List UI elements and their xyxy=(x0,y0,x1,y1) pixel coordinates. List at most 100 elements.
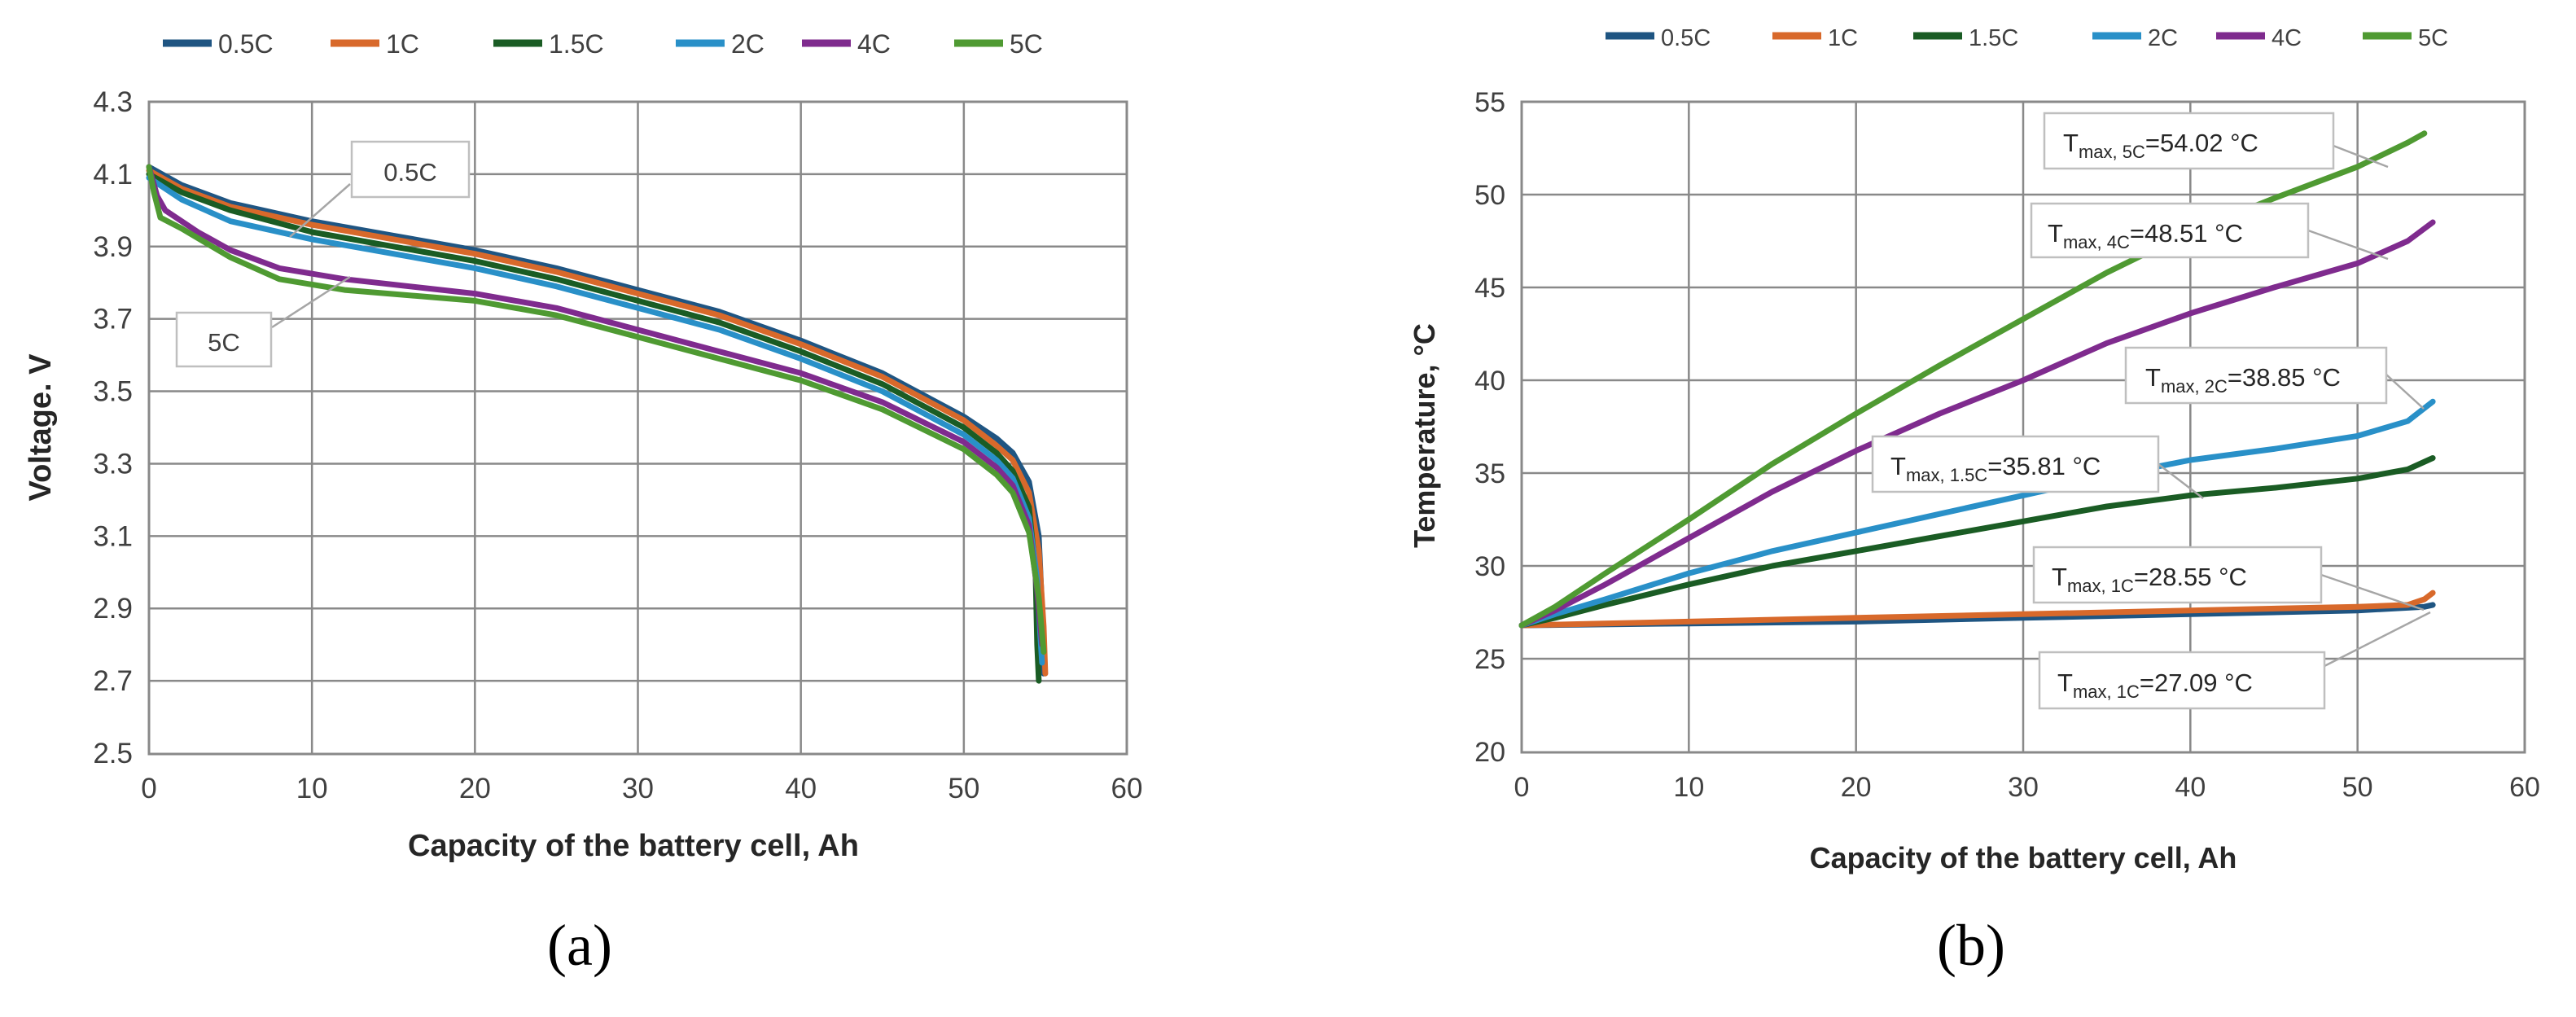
annotation-tmax-2c: Tmax, 2C=38.85 °C xyxy=(2145,363,2341,397)
legend-label: 1.5C xyxy=(549,29,604,59)
series-line-1c xyxy=(146,167,1049,677)
y-tick-label: 3.3 xyxy=(93,448,133,480)
y-tick-label: 3.9 xyxy=(93,231,133,263)
legend-item-1-5c: 1.5C xyxy=(1913,25,2018,51)
legend-label: 2C xyxy=(2148,25,2178,51)
x-tick-label: 60 xyxy=(2509,772,2540,803)
label-box-tmax-4c xyxy=(2030,202,2310,259)
panel-label-a: (a) xyxy=(547,913,612,978)
x-axis-label-a: Capacity of the battery cell, Ah xyxy=(408,829,859,863)
y-tick-label: 55 xyxy=(1474,87,1505,118)
x-axis-label-b: Capacity of the battery cell, Ah xyxy=(1810,841,2237,875)
legend-label: 4C xyxy=(857,29,891,59)
legend-label: 1C xyxy=(386,29,419,59)
x-tick-label: 50 xyxy=(948,773,979,804)
legend-label: 1.5C xyxy=(1969,25,2018,51)
grid-a xyxy=(149,102,1127,753)
ticks-b: 0 10 20 30 40 50 60 20 25 30 35 40 45 50 55 xyxy=(1474,87,2540,803)
x-tick-label: 10 xyxy=(296,773,328,804)
series-b xyxy=(1518,130,2436,629)
y-tick-label: 45 xyxy=(1474,273,1505,304)
label-box-tmax-1-5c xyxy=(1871,435,2160,493)
legend-label: 1C xyxy=(1828,25,1858,51)
y-tick-label: 2.7 xyxy=(93,665,133,697)
legend-item-4c: 4C xyxy=(2216,25,2302,51)
annotation-tmax-4c: Tmax, 4C=48.51 °C xyxy=(2048,219,2243,252)
y-tick-label: 2.9 xyxy=(93,593,133,625)
legend-item-1c: 1C xyxy=(331,29,419,59)
leader-tmax-1c-b xyxy=(2324,611,2431,668)
annotation-0-5c: 0.5C xyxy=(383,158,436,186)
label-box-0-5c xyxy=(350,140,471,199)
x-tick-label: 20 xyxy=(1841,772,1872,803)
legend-b: 0.5C 1C 1.5C 2C 4C 5C xyxy=(1606,25,2448,51)
x-tick-label: 0 xyxy=(1514,772,1530,803)
legend-item-5c: 5C xyxy=(2363,25,2448,51)
label-box-tmax-1c-a xyxy=(2032,546,2323,604)
y-axis-label-a: Voltage. V xyxy=(24,353,58,502)
legend-item-0-5c: 0.5C xyxy=(163,29,274,59)
annotation-tmax-1c-b: Tmax, 1C=27.09 °C xyxy=(2057,669,2253,702)
leader-0-5c xyxy=(289,183,351,238)
annotation-tmax-5c: Tmax, 5C=54.02 °C xyxy=(2063,129,2258,162)
legend-label: 5C xyxy=(2418,25,2448,51)
y-tick-label: 50 xyxy=(1474,180,1505,211)
y-tick-label: 4.1 xyxy=(93,159,133,191)
annotation-tmax-1-5c: Tmax, 1.5C=35.81 °C xyxy=(1890,452,2101,485)
x-tick-label: 20 xyxy=(459,773,491,804)
y-tick-label: 3.5 xyxy=(93,376,133,408)
legend-item-1c: 1C xyxy=(1772,25,1858,51)
legend-label: 5C xyxy=(1010,29,1043,59)
annotations-a: 0.5C 5C xyxy=(175,140,471,368)
series-line-5c xyxy=(1518,130,2428,629)
panel-a: 0.5C 1C 1.5C 2C 4C 5C 0 10 20 30 40 50 60 2.5 2.7 2.9 3… xyxy=(24,29,1142,978)
grid-b xyxy=(1522,102,2525,752)
y-tick-label: 20 xyxy=(1474,737,1505,768)
legend-label: 0.5C xyxy=(218,29,274,59)
y-tick-label: 25 xyxy=(1474,644,1505,675)
y-tick-label: 40 xyxy=(1474,366,1505,397)
y-tick-label: 2.5 xyxy=(93,738,133,769)
x-tick-label: 50 xyxy=(2342,772,2373,803)
leader-5c xyxy=(271,275,351,329)
label-box-tmax-2c xyxy=(2124,346,2388,405)
legend-label: 0.5C xyxy=(1661,25,1711,51)
y-tick-label: 30 xyxy=(1474,551,1505,582)
series-line-4c xyxy=(1518,219,2436,629)
legend-item-5c: 5C xyxy=(954,29,1043,59)
legend-item-2c: 2C xyxy=(2092,25,2178,51)
y-tick-label: 3.7 xyxy=(93,304,133,335)
x-tick-label: 10 xyxy=(1673,772,1704,803)
series-line-1-5c xyxy=(1518,455,2436,629)
legend-label: 2C xyxy=(731,29,764,59)
leader-tmax-1c-a xyxy=(2320,573,2425,612)
x-tick-label: 30 xyxy=(622,773,654,804)
x-tick-label: 30 xyxy=(2008,772,2039,803)
series-line-4c xyxy=(146,164,1045,648)
annotations-b: Tmax, 5C=54.02 °C Tmax, 4C=48.51 °C Tmax… xyxy=(1871,112,2431,710)
legend-item-1-5c: 1.5C xyxy=(493,29,604,59)
annotation-tmax-1c-a: Tmax, 1C=28.55 °C xyxy=(2052,563,2247,596)
panel-b: 0.5C 1C 1.5C 2C 4C 5C 0 10 20 30 40 50 60 20 25 30 35 40… xyxy=(1408,25,2540,978)
legend-item-2c: 2C xyxy=(676,29,764,59)
x-tick-label: 60 xyxy=(1111,773,1143,804)
y-tick-label: 35 xyxy=(1474,458,1505,489)
label-box-tmax-1c-b xyxy=(2038,651,2326,710)
y-axis-label-b: Temperature, °C xyxy=(1408,323,1441,548)
legend-label: 4C xyxy=(2272,25,2302,51)
leader-tmax-4c xyxy=(2307,229,2389,261)
label-box-tmax-5c xyxy=(2043,112,2335,170)
annotation-5c: 5C xyxy=(208,328,240,357)
y-tick-label: 3.1 xyxy=(93,520,133,552)
series-line-2c xyxy=(1518,398,2436,629)
panel-label-b: (b) xyxy=(1937,913,2005,978)
series-line-1c xyxy=(1518,590,2436,629)
y-tick-label: 4.3 xyxy=(93,86,133,118)
label-box-5c xyxy=(175,311,273,368)
legend-a: 0.5C 1C 1.5C 2C 4C 5C xyxy=(163,29,1043,59)
legend-item-4c: 4C xyxy=(802,29,891,59)
x-tick-label: 40 xyxy=(785,773,817,804)
leader-tmax-1-5c xyxy=(2158,463,2204,499)
